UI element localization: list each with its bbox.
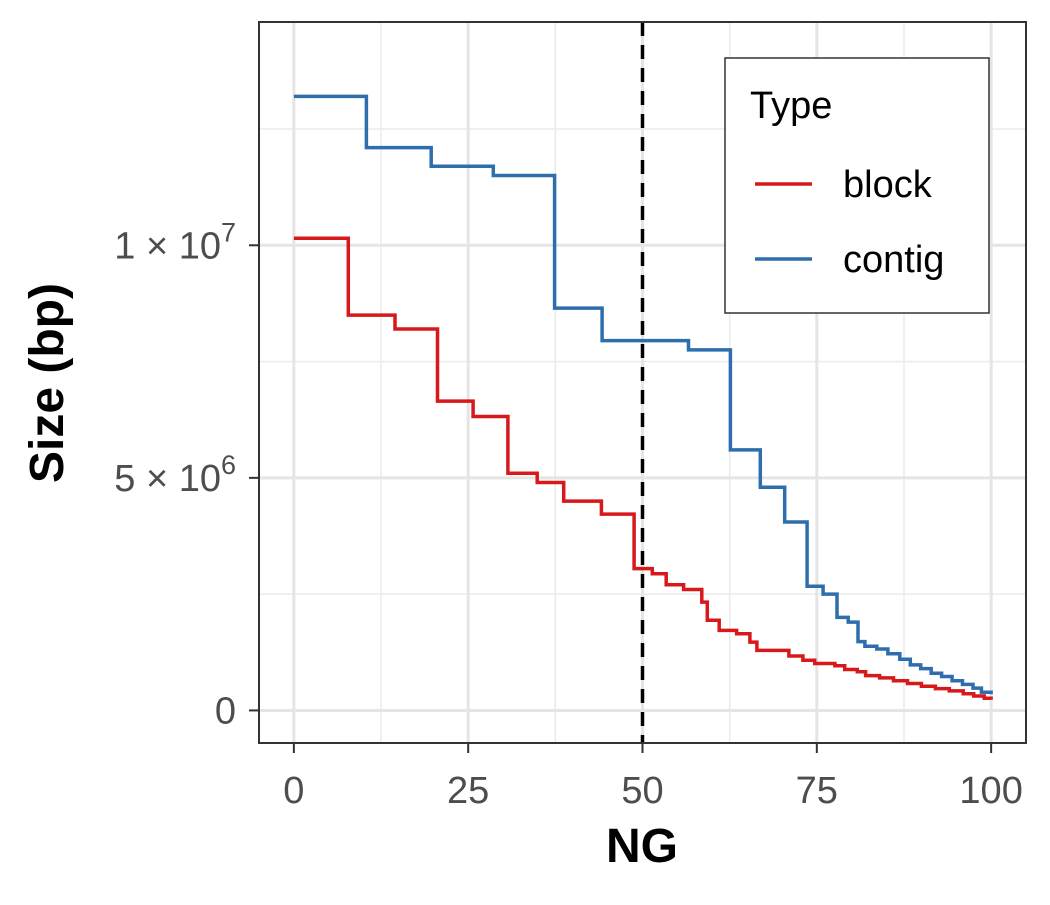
legend-title: Type [750,85,832,127]
y-tick-mantissa: 0 [215,690,236,732]
y-tick-label: 1 × 107 [114,217,236,267]
y-tick-mantissa: 5 × 10 [114,458,221,500]
x-tick-label: 0 [283,770,304,812]
y-tick-label: 5 × 106 [114,450,236,500]
y-tick-exponent: 7 [221,217,236,247]
x-tick-label: 75 [796,770,838,812]
legend-label-contig: contig [843,239,944,281]
x-axis-title: NG [606,820,678,873]
y-axis-title: Size (bp) [21,283,74,483]
x-tick-label: 100 [959,770,1022,812]
series-layer [293,94,993,701]
x-tick-label: 25 [447,770,489,812]
y-tick-label: 0 [215,690,236,732]
y-axis-ticks: 0 5 × 106 1 × 107 [114,217,259,732]
y-tick-mantissa: 1 × 10 [114,225,221,267]
y-tick-exponent: 6 [221,450,236,480]
x-axis-ticks: 0 25 50 75 100 [283,743,1023,812]
series-line-contig [293,94,993,695]
legend: Type block contig [724,57,990,314]
legend-label-block: block [843,164,933,206]
legend-items: block contig [755,164,944,281]
series-line-block [293,236,993,701]
x-tick-label: 50 [621,770,663,812]
